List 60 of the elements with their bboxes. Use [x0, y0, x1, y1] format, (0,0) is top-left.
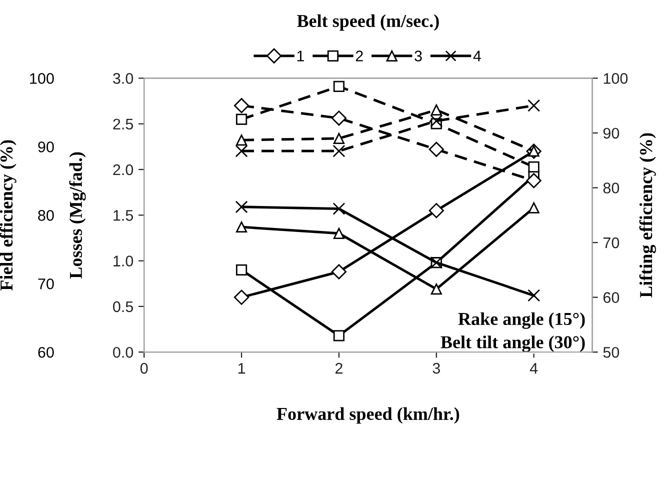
y-tick-label: 2.0: [113, 164, 134, 176]
y-axis-title: Losses (Mg/fad.): [69, 152, 86, 279]
point: [528, 161, 540, 172]
y3-tick-label: 70: [38, 278, 54, 290]
legend-title: Belt speed (m/sec.): [297, 14, 439, 31]
y2-tick-label: 90: [603, 128, 620, 139]
point: [428, 142, 444, 157]
point: [332, 202, 346, 215]
y2-axis-title: Lifting efficiency (%): [639, 133, 656, 298]
point: [236, 114, 248, 125]
point: [428, 203, 444, 218]
point: [430, 114, 443, 128]
point: [526, 173, 542, 188]
point: [333, 80, 345, 92]
point: [430, 284, 442, 295]
point: [333, 228, 345, 239]
legend-label: 3: [414, 50, 422, 62]
y2-tick-label: 60: [603, 292, 620, 303]
y2-tick-label: 80: [603, 182, 620, 194]
annotation: Belt tilt angle (30°): [440, 336, 585, 352]
y-tick-label: 0.0: [113, 346, 134, 358]
y-tick-label: 1.0: [114, 256, 134, 266]
y3-tick-label: 90: [38, 142, 54, 152]
y3-tick-label: 60: [38, 346, 54, 358]
x-tick-label: 3: [432, 362, 440, 374]
point: [332, 144, 346, 158]
point: [235, 144, 248, 158]
y-tick-label: 1.5: [114, 210, 134, 221]
legend-label: 4: [473, 50, 481, 62]
x-axis-title: Forward speed (km/hr.): [276, 407, 460, 424]
legend-label: 2: [356, 50, 363, 62]
y-tick-label: 3.0: [113, 73, 134, 84]
point: [331, 110, 347, 126]
y2-tick-label: 100: [604, 73, 628, 84]
y3-axis-title: Field efficiency (%): [0, 140, 16, 291]
x-tick-label: 1: [238, 363, 246, 374]
x-tick-label: 4: [530, 363, 538, 374]
point: [430, 104, 442, 116]
y-tick-label: 0.5: [113, 301, 134, 312]
point: [528, 99, 540, 112]
y3-tick-label: 80: [38, 210, 54, 221]
point: [234, 98, 250, 114]
point: [236, 264, 248, 276]
legend-label: 1: [297, 50, 304, 62]
y2-tick-label: 50: [603, 346, 620, 358]
point: [528, 289, 540, 302]
point: [235, 200, 248, 214]
y3-tick-label: 100: [30, 73, 54, 84]
point: [234, 290, 250, 305]
point: [236, 221, 248, 233]
point: [333, 330, 345, 342]
x-tick-label: 2: [335, 362, 342, 374]
y2-tick-label: 70: [603, 237, 620, 248]
y-tick-label: 2.5: [113, 118, 134, 130]
point: [333, 132, 345, 144]
point: [236, 134, 248, 146]
point: [331, 264, 347, 280]
point: [528, 202, 540, 214]
x-tick-label: 0: [140, 362, 148, 374]
annotation: Rake angle (15°): [458, 312, 585, 329]
